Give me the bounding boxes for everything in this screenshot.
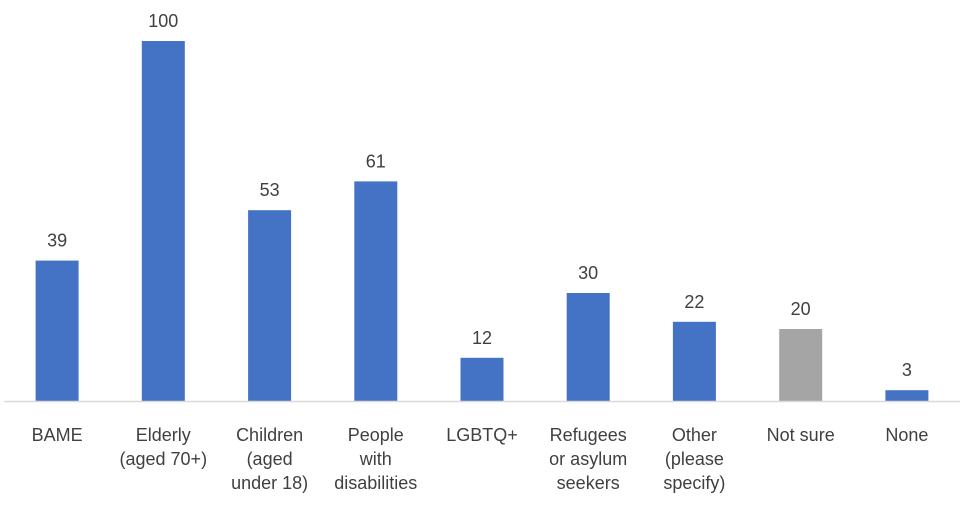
category-label-6: Other (please specify)	[663, 425, 725, 493]
category-labels-layer: BAME Elderly (aged 70+) Children (aged under …	[32, 425, 929, 493]
category-label-5: Refugees or asylum seekers	[549, 425, 627, 493]
category-label-3-line-2: disabilities	[334, 473, 417, 493]
bar-5	[566, 293, 610, 401]
bar-0	[35, 260, 79, 401]
value-label-0: 39	[47, 231, 67, 251]
category-label-7: Not sure	[767, 425, 835, 445]
bar-1	[141, 41, 185, 401]
value-label-5: 30	[578, 263, 598, 283]
bar-3	[354, 181, 398, 401]
category-label-1-line-1: (aged 70+)	[120, 449, 208, 469]
bar-8	[885, 390, 929, 401]
category-label-3: People with disabilities	[334, 425, 417, 493]
category-label-2-line-2: under 18)	[231, 473, 308, 493]
category-label-5-line-0: Refugees	[550, 425, 627, 445]
category-label-1: Elderly (aged 70+)	[120, 425, 208, 469]
category-label-3-line-1: with	[359, 449, 392, 469]
category-label-5-line-1: or asylum	[549, 449, 627, 469]
bar-7	[779, 329, 823, 401]
value-label-8: 3	[902, 360, 912, 380]
category-label-6-line-1: (please	[665, 449, 724, 469]
value-label-3: 61	[366, 151, 386, 171]
category-label-4-line-0: LGBTQ+	[446, 425, 518, 445]
category-label-2: Children (aged under 18)	[231, 425, 308, 493]
category-label-8-line-0: None	[885, 425, 928, 445]
category-label-6-line-0: Other	[672, 425, 717, 445]
category-label-4: LGBTQ+	[446, 425, 518, 445]
category-label-8: None	[885, 425, 928, 445]
value-label-2: 53	[260, 180, 280, 200]
bars-layer	[35, 41, 929, 401]
value-label-6: 22	[684, 292, 704, 312]
category-label-5-line-2: seekers	[557, 473, 620, 493]
value-label-1: 100	[148, 11, 178, 31]
value-label-7: 20	[791, 299, 811, 319]
bar-2	[248, 210, 292, 401]
value-labels-layer: 39 100 53 61 12 30 22 20 3	[47, 11, 912, 380]
category-label-2-line-0: Children	[236, 425, 303, 445]
bar-4	[460, 357, 504, 401]
category-label-3-line-0: People	[348, 425, 404, 445]
category-label-0: BAME	[32, 425, 83, 445]
category-label-0-line-0: BAME	[32, 425, 83, 445]
category-label-6-line-2: specify)	[663, 473, 725, 493]
category-label-2-line-1: (aged	[247, 449, 293, 469]
category-label-1-line-0: Elderly	[136, 425, 191, 445]
category-label-7-line-0: Not sure	[767, 425, 835, 445]
bar-6	[672, 321, 716, 401]
value-label-4: 12	[472, 328, 492, 348]
